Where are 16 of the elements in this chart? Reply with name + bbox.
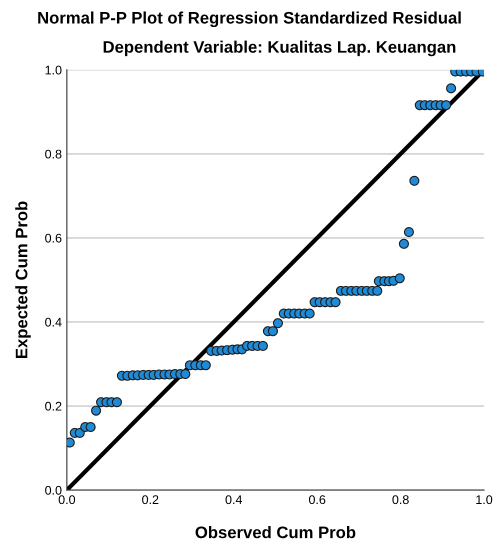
x-tick-label: 0.8 bbox=[392, 495, 409, 504]
y-tick-label: 0.8 bbox=[45, 150, 62, 159]
y-axis-title: Expected Cum Prob bbox=[15, 201, 31, 358]
x-tick-label: 0.6 bbox=[308, 495, 326, 504]
chart-subtitle: Dependent Variable: Kualitas Lap. Keuangan bbox=[104, 40, 456, 56]
y-tick-label: 0.2 bbox=[45, 402, 62, 411]
x-tick-label: 1.0 bbox=[476, 495, 492, 504]
y-tick-label: 1.0 bbox=[46, 66, 62, 74]
chart-title: Normal P-P Plot of Regression Standardized Residual bbox=[38, 11, 461, 28]
x-tick-label: 0.2 bbox=[142, 495, 158, 504]
x-tick-label: 0.4 bbox=[226, 495, 242, 504]
y-tick-label: 0.4 bbox=[45, 318, 62, 327]
y-tick-label: 0.6 bbox=[45, 234, 62, 243]
y-tick-label: 0.0 bbox=[45, 486, 62, 495]
x-axis-title: Observed Cum Prob bbox=[196, 526, 356, 538]
x-tick-label: 0.0 bbox=[58, 495, 76, 504]
